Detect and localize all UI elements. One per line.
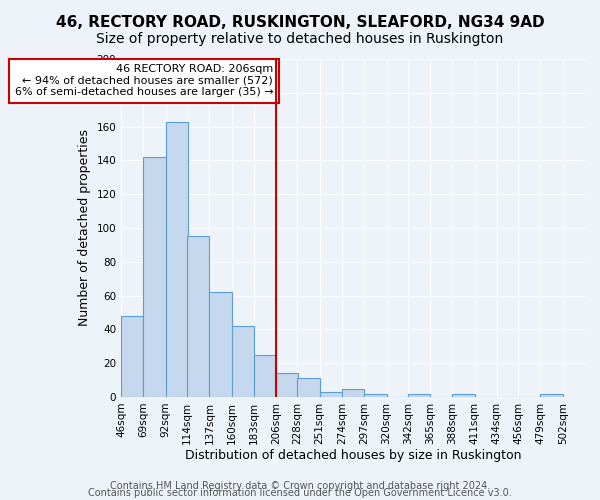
- Bar: [364, 394, 386, 397]
- Text: 46, RECTORY ROAD, RUSKINGTON, SLEAFORD, NG34 9AD: 46, RECTORY ROAD, RUSKINGTON, SLEAFORD, …: [56, 15, 544, 30]
- Text: Size of property relative to detached houses in Ruskington: Size of property relative to detached ho…: [97, 32, 503, 46]
- Bar: [276, 374, 298, 397]
- X-axis label: Distribution of detached houses by size in Ruskington: Distribution of detached houses by size …: [185, 450, 521, 462]
- Text: Contains public sector information licensed under the Open Government Licence v3: Contains public sector information licen…: [88, 488, 512, 498]
- Bar: [121, 316, 143, 397]
- Bar: [320, 392, 342, 397]
- Bar: [298, 378, 320, 397]
- Text: Contains HM Land Registry data © Crown copyright and database right 2024.: Contains HM Land Registry data © Crown c…: [110, 481, 490, 491]
- Bar: [342, 388, 364, 397]
- Bar: [187, 236, 209, 397]
- Bar: [143, 157, 166, 397]
- Bar: [452, 394, 475, 397]
- Bar: [541, 394, 563, 397]
- Bar: [408, 394, 430, 397]
- Bar: [209, 292, 232, 397]
- Bar: [166, 122, 188, 397]
- Bar: [232, 326, 254, 397]
- Y-axis label: Number of detached properties: Number of detached properties: [78, 130, 91, 326]
- Text: 46 RECTORY ROAD: 206sqm
← 94% of detached houses are smaller (572)
6% of semi-de: 46 RECTORY ROAD: 206sqm ← 94% of detache…: [14, 64, 273, 98]
- Bar: [254, 354, 276, 397]
